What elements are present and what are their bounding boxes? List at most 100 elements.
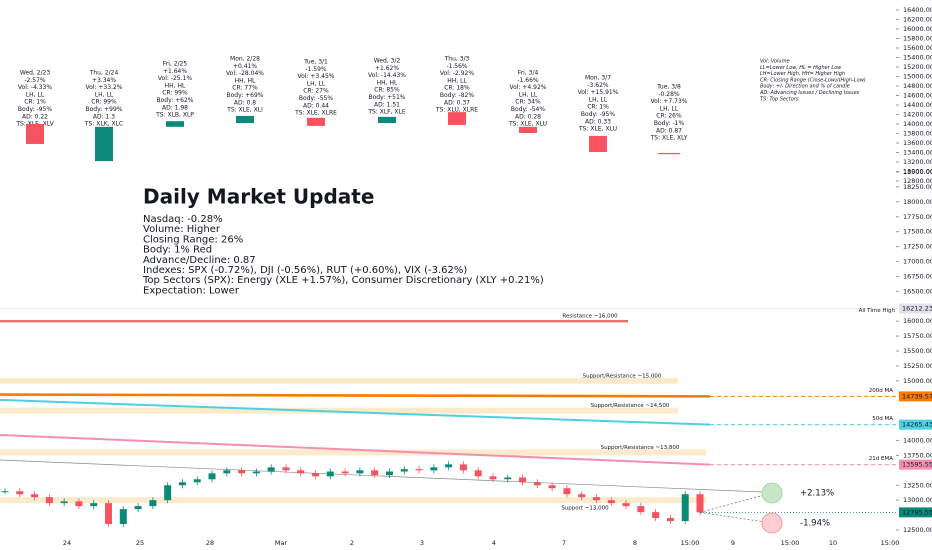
day-stat: AD: 0.22	[22, 113, 48, 120]
candle	[149, 500, 157, 507]
price-tag	[899, 391, 932, 402]
x-tick-label: 2	[350, 539, 354, 547]
day-stat: AD: 0.33	[585, 118, 611, 125]
y-tick-label: 14800.00	[903, 82, 932, 90]
candle	[90, 503, 98, 507]
update-line: Volume: Higher	[143, 224, 221, 235]
day-stat: AD: 1.51	[374, 101, 400, 108]
y-tick-label: 14000.00	[903, 437, 932, 445]
y-tick-label: 13000.00	[903, 496, 932, 504]
y-tick-label: 15600.00	[903, 44, 932, 52]
day-stat: HH, HL	[377, 79, 398, 86]
day-stat: Wed, 2/23	[20, 70, 51, 77]
day-stat: CR: 77%	[232, 85, 258, 92]
day-candle	[236, 115, 254, 124]
candle	[578, 494, 586, 498]
y-tick-label: 12500.00	[903, 526, 932, 534]
y-tick-label: 18500.00	[903, 168, 932, 176]
day-stat: +1.64%	[163, 68, 187, 75]
day-stat: Body: +99%	[85, 106, 122, 113]
level-band	[0, 319, 628, 323]
day-stat: CR: 99%	[162, 90, 188, 97]
y-tick-label: 16200.00	[903, 16, 932, 24]
price-tag-label: 13595.55	[902, 461, 932, 469]
day-stat: +1.62%	[375, 65, 399, 72]
day-stat: Body: -55%	[299, 95, 333, 102]
day-stat: Tue, 3/1	[303, 59, 328, 66]
day-stat: LH, LL	[307, 80, 326, 87]
candle	[208, 473, 216, 480]
candle	[312, 473, 320, 477]
x-tick-label: 10	[829, 539, 837, 547]
day-stat: Body: -54%	[511, 106, 545, 113]
price-tag-label: 12795.55	[902, 508, 932, 516]
day-stat: Body: -95%	[581, 111, 615, 118]
candle	[652, 512, 660, 519]
day-stat: HH, HL	[165, 82, 186, 89]
price-tag	[899, 419, 932, 430]
day-stat: Body: -95%	[18, 106, 52, 113]
update-title: Daily Market Update	[143, 185, 374, 209]
update-line: Body: 1% Red	[143, 245, 212, 256]
y-tick-label: 13750.00	[903, 451, 932, 459]
x-tick-label: 15:00	[781, 539, 800, 547]
y-tick-label: 13000.00	[903, 168, 932, 176]
projection-label: -1.94%	[800, 519, 830, 529]
candle	[696, 494, 704, 513]
x-tick-label: 15:00	[881, 539, 900, 547]
legend-line: TS: Top Sectors	[760, 96, 799, 102]
candle	[622, 503, 630, 507]
candle	[400, 469, 408, 472]
legend-line: LH=Lower High, HH= Higher High	[760, 71, 845, 77]
x-tick-label: 3	[420, 539, 424, 547]
y-tick-label: 12800.00	[903, 177, 932, 185]
day-stat: Vol: -25.1%	[158, 75, 192, 82]
x-tick-label: 28	[206, 539, 214, 547]
day-stat: Vol: +7.73%	[651, 98, 688, 105]
candle	[297, 470, 305, 474]
x-tick-label: 4	[492, 539, 496, 547]
candle	[356, 470, 364, 474]
candle	[282, 467, 290, 471]
projection-target	[761, 482, 783, 504]
candle	[430, 467, 438, 471]
price-tag	[899, 459, 932, 470]
update-line: Expectation: Lower	[143, 285, 240, 296]
update-line: Nasdaq: -0.28%	[143, 214, 223, 225]
day-candle	[166, 121, 184, 127]
day-stat: TS: XLK, XLC	[84, 121, 123, 128]
update-line: Indexes: SPX (-0.72%), DJI (-0.56%), RUT…	[143, 265, 467, 276]
x-tick-label: 7	[562, 539, 566, 547]
candle	[326, 471, 334, 477]
y-tick-label: 15500.00	[903, 347, 932, 355]
day-stat: AD: 1.3	[93, 113, 115, 120]
day-stat: Wed, 3/2	[374, 58, 401, 65]
y-tick-label: 18250.00	[903, 183, 932, 191]
level-label: Support/Resistance ~15,000	[583, 373, 662, 379]
legend-line: Body: +/- Direction and % of candle	[760, 84, 850, 90]
day-stat: Vol: -4.33%	[18, 84, 52, 91]
day-stat: LH, LL	[589, 96, 608, 103]
day-stat: CR: 1%	[24, 99, 46, 106]
y-tick-label: 15400.00	[903, 54, 932, 62]
y-tick-label: 17500.00	[903, 228, 932, 236]
day-stat: Fri, 3/4	[518, 70, 539, 77]
day-stat: -0.28%	[658, 91, 680, 98]
day-stat: TS: XLU, XLRE	[435, 107, 478, 114]
legend-line: CR: Closing Range (Close-Low)/(High-Low)	[760, 77, 866, 83]
candle	[666, 518, 674, 522]
day-stat: Body: -1%	[654, 120, 685, 127]
day-stat: CR: 99%	[91, 99, 117, 106]
y-tick-label: 13400.00	[903, 149, 932, 157]
y-tick-label: 14400.00	[903, 101, 932, 109]
day-stat: CR: 85%	[374, 87, 400, 94]
day-stat: CR: 26%	[656, 113, 682, 120]
y-tick-label: 14000.00	[903, 120, 932, 128]
price-tag	[899, 303, 932, 314]
level-label: Resistance ~16,000	[562, 314, 618, 320]
day-stat: LH, LL	[660, 105, 679, 112]
day-stat: -1.59%	[305, 66, 327, 73]
x-tick-label: 25	[136, 539, 144, 547]
level-band	[0, 407, 678, 414]
